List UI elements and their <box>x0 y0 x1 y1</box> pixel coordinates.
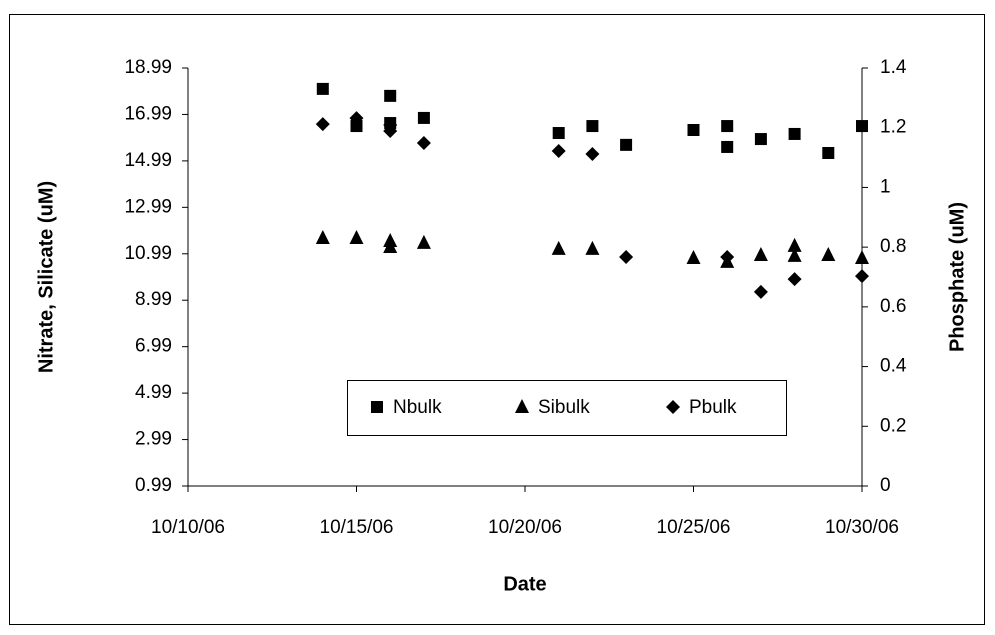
y-tick-label: 4.99 <box>135 382 172 403</box>
marker-triangle <box>787 247 802 262</box>
marker-diamond <box>416 135 431 150</box>
marker-square <box>316 82 329 95</box>
y2-tick-label: 0.8 <box>880 236 906 257</box>
y-tick-label: 16.99 <box>124 103 172 124</box>
y2-tick-label: 1.2 <box>880 117 906 138</box>
marker-diamond <box>666 400 680 414</box>
legend-label: Nbulk <box>393 397 442 418</box>
x-tick-label: 10/30/06 <box>825 517 899 538</box>
marker-diamond <box>383 123 398 138</box>
marker-square <box>620 138 633 151</box>
y2-tick-label: 0.2 <box>880 415 906 436</box>
y-tick-label: 18.99 <box>124 57 172 78</box>
marker-diamond <box>619 249 634 264</box>
marker-square <box>350 120 363 133</box>
marker-diamond <box>551 144 566 159</box>
x-tick-label: 10/25/06 <box>657 517 731 538</box>
y-tick-label: 8.99 <box>135 289 172 310</box>
marker-triangle <box>855 249 869 264</box>
y2-axis-title: Phosphate (uM) <box>946 202 968 352</box>
y-tick-label: 2.99 <box>135 429 172 450</box>
marker-triangle <box>416 234 431 249</box>
y2-tick-label: 1.4 <box>880 57 907 78</box>
marker-square <box>822 146 835 159</box>
y2-tick-label: 0.6 <box>880 296 906 317</box>
marker-square <box>721 140 734 153</box>
marker-triangle <box>585 240 600 255</box>
y2-tick-label: 1 <box>880 176 891 197</box>
legend-label: Sibulk <box>538 397 590 418</box>
marker-diamond <box>585 146 600 161</box>
y2-tick-label: 0 <box>880 475 891 496</box>
marker-square <box>384 89 397 102</box>
marker-diamond <box>855 269 869 284</box>
chart-frame <box>9 14 985 625</box>
marker-square <box>552 127 565 140</box>
y-tick-label: 14.99 <box>124 150 172 171</box>
y-tick-label: 12.99 <box>124 196 172 217</box>
marker-diamond <box>349 111 364 126</box>
legend-label: Pbulk <box>689 397 737 418</box>
marker-square <box>417 111 430 124</box>
marker-triangle <box>383 239 398 254</box>
legend <box>347 380 787 436</box>
y-tick-label: 10.99 <box>124 243 172 264</box>
marker-triangle <box>315 229 330 244</box>
marker-square <box>754 133 767 146</box>
marker-square <box>788 127 801 140</box>
x-axis-title: Date <box>503 573 546 595</box>
marker-triangle <box>515 399 529 413</box>
marker-diamond <box>315 117 330 132</box>
marker-diamond <box>753 284 768 299</box>
marker-triangle <box>787 237 802 252</box>
marker-triangle <box>349 229 364 244</box>
marker-triangle <box>686 249 701 264</box>
y-tick-label: 0.99 <box>135 475 172 496</box>
x-tick-label: 10/15/06 <box>320 517 394 538</box>
marker-square <box>687 124 700 137</box>
marker-diamond <box>720 249 735 264</box>
y2-tick-label: 0.4 <box>880 356 907 377</box>
x-tick-label: 10/20/06 <box>488 517 562 538</box>
marker-square <box>856 120 868 133</box>
marker-triangle <box>821 246 836 261</box>
y-tick-label: 6.99 <box>135 336 172 357</box>
marker-square <box>586 120 599 133</box>
marker-triangle <box>753 246 768 261</box>
marker-square <box>371 401 383 413</box>
y-axis-title: Nitrate, Silicate (uM) <box>35 181 57 373</box>
x-tick-label: 10/10/06 <box>151 517 225 538</box>
marker-triangle <box>551 240 566 255</box>
marker-diamond <box>787 272 802 287</box>
marker-square <box>721 120 734 133</box>
